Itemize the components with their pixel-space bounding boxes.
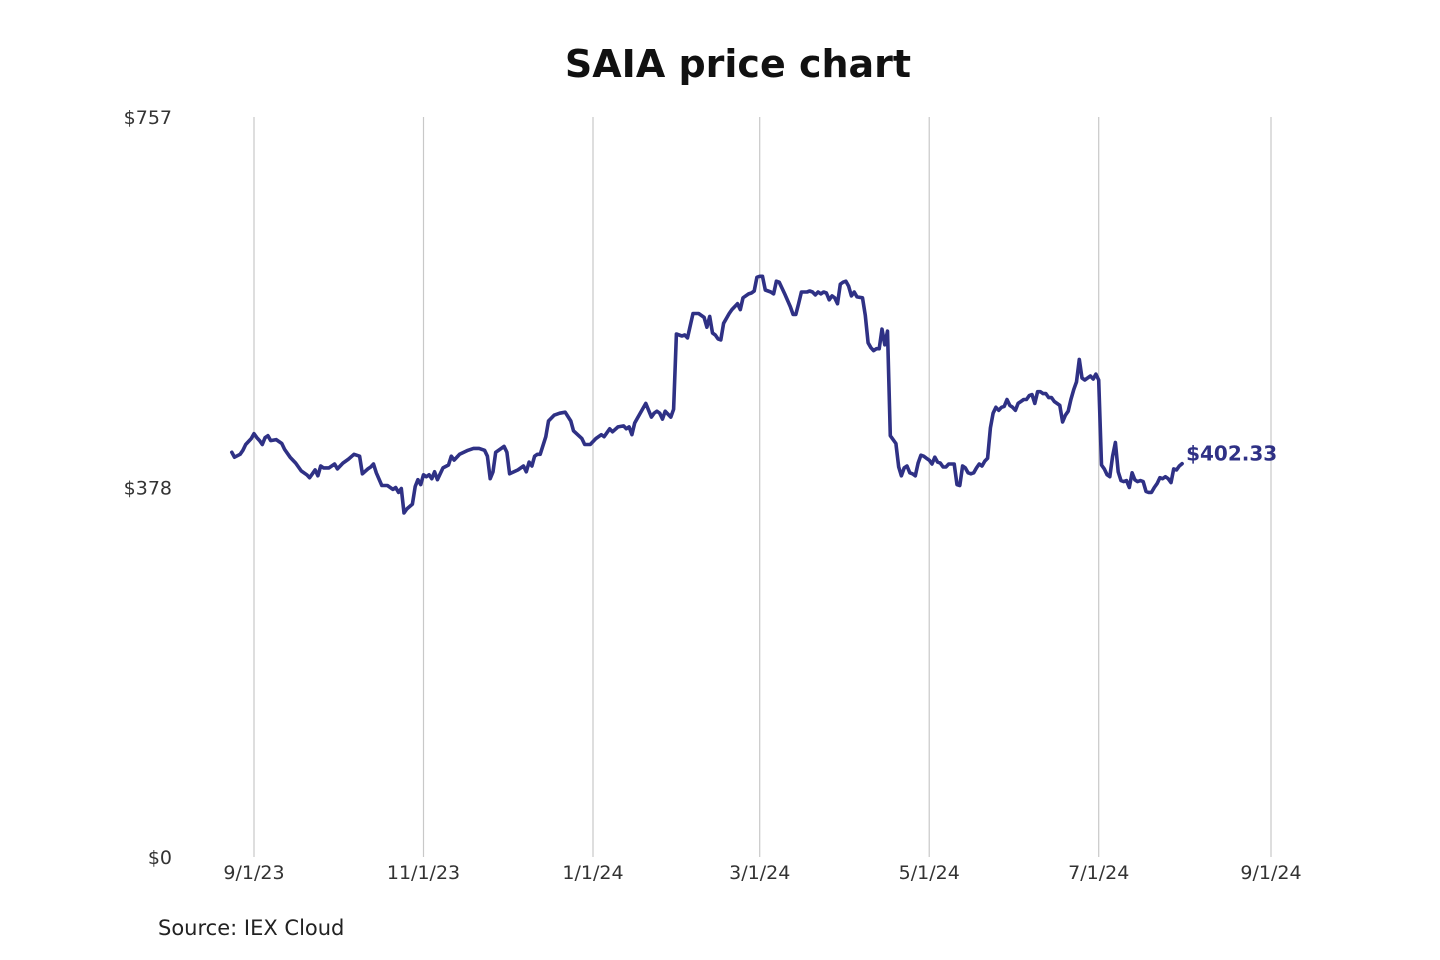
x-tick-label: 7/1/24	[1068, 862, 1129, 884]
x-tick-label: 9/1/23	[223, 862, 284, 884]
x-tick-label: 9/1/24	[1240, 862, 1301, 884]
y-tick-label: $0	[148, 847, 172, 869]
x-tick-label: 11/1/23	[387, 862, 460, 884]
last-price-label: $402.33	[1186, 442, 1277, 466]
chart-title: SAIA price chart	[564, 42, 912, 86]
y-axis-ticks: $757 $378 $0	[124, 107, 172, 869]
grid-lines	[253, 117, 1272, 857]
price-series-line	[230, 274, 1184, 515]
source-note: Source: IEX Cloud	[158, 916, 345, 940]
x-axis-ticks: 9/1/23 11/1/23 1/1/24 3/1/24 5/1/24 7/1/24 9/1…	[223, 862, 1301, 884]
x-tick-label: 1/1/24	[562, 862, 623, 884]
y-tick-label: $378	[124, 477, 172, 499]
x-tick-label: 3/1/24	[729, 862, 790, 884]
x-tick-label: 5/1/24	[899, 862, 960, 884]
y-tick-label: $757	[124, 107, 172, 129]
